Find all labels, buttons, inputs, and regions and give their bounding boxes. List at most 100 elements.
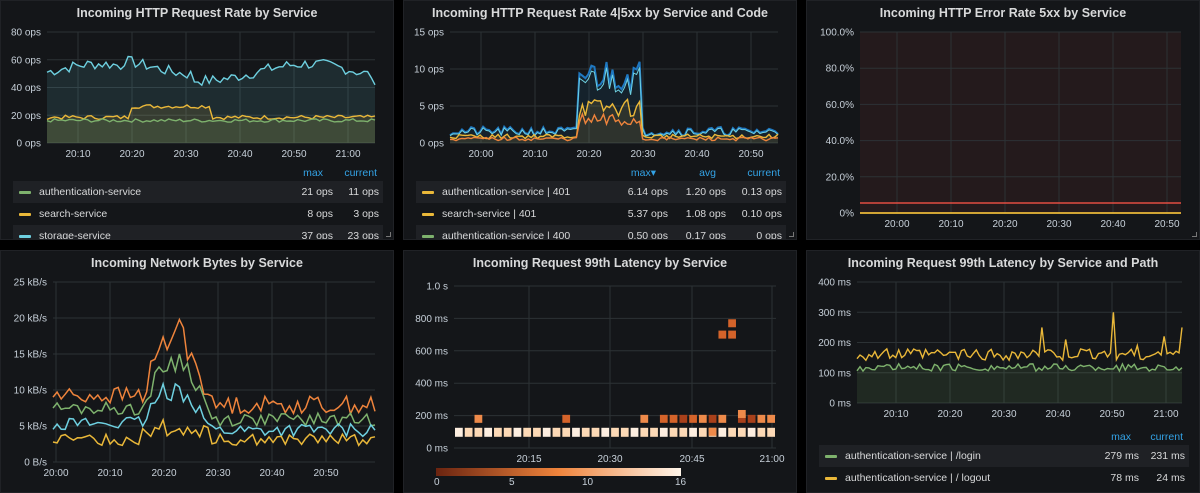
heatmap-cell [718, 414, 727, 423]
panel-latency-heatmap[interactable]: Incoming Request 99th Latency by Service… [403, 250, 797, 493]
heatmap-cell [767, 414, 775, 423]
heatmap-cell [747, 427, 756, 437]
colorbar-tick: 10 [582, 477, 594, 488]
threshold-region [860, 32, 1181, 213]
legend-max: 21 ops [301, 186, 333, 198]
tick-label: 80.0% [826, 64, 854, 75]
tick-label: 600 ms [415, 346, 448, 357]
legend-current: 231 ms [1150, 450, 1185, 462]
tick-label: 40.0% [826, 136, 854, 147]
tick-label: 20:40 [1045, 409, 1070, 420]
legend-current: 0.13 ops [741, 186, 782, 198]
heatmap-cell [767, 427, 775, 437]
tick-label: 5 ops [420, 102, 444, 113]
panel-request-rate-4xx5xx[interactable]: Incoming HTTP Request Rate 4|5xx by Serv… [403, 0, 797, 240]
legend-row[interactable]: authentication-service | 401 6.14 ops 1.… [416, 181, 786, 203]
series-search-service-401-area [450, 99, 778, 143]
latency-heatmap[interactable]: 1.0 s 800 ms 600 ms 400 ms 200 ms 0 ms 20:15 20… [404, 251, 797, 493]
tick-label: 20:30 [205, 468, 230, 479]
legend-series-name: search-service | 401 [442, 208, 537, 220]
tick-label: 20:10 [97, 468, 122, 479]
tick-label: 20:20 [119, 149, 144, 160]
legend-swatch [19, 191, 31, 194]
panel-error-rate-5xx[interactable]: Incoming HTTP Error Rate 5xx by Service … [806, 0, 1200, 240]
heatmap-cell [698, 427, 707, 437]
tick-label: 15 kB/s [14, 350, 47, 361]
tick-label: 20:30 [991, 409, 1016, 420]
tick-label: 20:50 [738, 149, 763, 160]
series-stack-blue [449, 67, 779, 137]
tick-label: 400 ms [818, 278, 851, 289]
request-rate-4xx5xx-graph[interactable]: 15 ops 10 ops 5 ops 0 ops 20:00 20:10 20:20 20:… [404, 1, 797, 161]
tick-label: 20:40 [259, 468, 284, 479]
legend-series-name: authentication-service | / logout [845, 472, 991, 484]
tick-label: 20:20 [992, 219, 1017, 230]
panel-title[interactable]: Incoming Request 99th Latency by Service… [847, 256, 1159, 270]
tick-label: 20:30 [1046, 219, 1071, 230]
series-login [856, 362, 1183, 373]
legend-col-current[interactable]: current [747, 167, 780, 179]
resize-handle[interactable] [789, 232, 794, 237]
tick-label: 100.0% [820, 28, 854, 39]
tick-label: 1.0 s [426, 282, 448, 293]
legend-max: 6.14 ops [627, 186, 668, 198]
tick-label: 20:00 [884, 219, 909, 230]
legend-col-current[interactable]: current [1150, 431, 1183, 443]
tick-label: 20:10 [938, 219, 963, 230]
heatmap-cell [708, 427, 717, 436]
colorbar-tick: 5 [509, 477, 515, 488]
heatmap-cell [630, 427, 639, 437]
request-rate-graph[interactable]: 80 ops 60 ops 40 ops 20 ops 0 ops 20:10 20:20 2… [1, 1, 394, 161]
legend-series-name: authentication-service | /login [845, 450, 981, 462]
heatmap-cell [698, 414, 707, 423]
legend-col-avg[interactable]: avg [699, 167, 716, 179]
error-rate-graph[interactable]: 100.0% 80.0% 60.0% 40.0% 20.0% 0% 20:00 20:10 20… [807, 1, 1200, 240]
panel-title[interactable]: Incoming HTTP Request Rate by Service [76, 6, 318, 20]
latency-by-path-graph[interactable]: 400 ms 300 ms 200 ms 100 ms 0 ms 20:10 20:20 20… [807, 251, 1200, 431]
tick-label: 60.0% [826, 100, 854, 111]
tick-label: 20:50 [313, 468, 338, 479]
series-search-service-401 [449, 98, 779, 140]
legend-row[interactable]: storage-service 37 ops 23 ops [13, 225, 383, 239]
legend-swatch [825, 477, 837, 480]
heatmap-cell [640, 427, 649, 437]
legend-row[interactable]: search-service 8 ops 3 ops [13, 203, 383, 225]
heatmap-cell [611, 427, 619, 437]
panel-request-rate[interactable]: Incoming HTTP Request Rate by Service 80… [0, 0, 394, 240]
heatmap-cell [679, 427, 688, 437]
heatmap-cell [640, 414, 649, 423]
legend-max: 0.50 ops [627, 230, 668, 239]
panel-network-bytes[interactable]: Incoming Network Bytes by Service 25 kB/… [0, 250, 394, 493]
panel-title[interactable]: Incoming HTTP Error Rate 5xx by Service [879, 6, 1127, 20]
panel-title[interactable]: Incoming Network Bytes by Service [91, 256, 303, 270]
graph-legend: max▾ avg current authentication-service … [416, 165, 786, 239]
tick-label: 20:50 [1099, 409, 1124, 420]
legend-row[interactable]: authentication-service | /login 279 ms 2… [819, 445, 1189, 467]
panel-title[interactable]: Incoming HTTP Request Rate 4|5xx by Serv… [431, 6, 768, 20]
tick-label: 200 ms [818, 338, 851, 349]
tick-label: 20:15 [516, 454, 541, 465]
resize-handle[interactable] [386, 232, 391, 237]
legend-max: 5.37 ops [627, 208, 668, 220]
colorbar [436, 468, 681, 476]
legend-row[interactable]: search-service | 401 5.37 ops 1.08 ops 0… [416, 203, 786, 225]
legend-row[interactable]: authentication-service 21 ops 11 ops [13, 181, 383, 203]
panel-latency-by-path[interactable]: Incoming Request 99th Latency by Service… [806, 250, 1200, 493]
legend-row[interactable]: authentication-service | 400 0.50 ops 0.… [416, 225, 786, 239]
heatmap-cell [650, 427, 658, 437]
heatmap-cell [455, 427, 463, 437]
tick-label: 300 ms [818, 308, 851, 319]
tick-label: 200 ms [415, 411, 448, 422]
legend-col-current[interactable]: current [344, 167, 377, 179]
legend-row[interactable]: authentication-service | / logout 78 ms … [819, 467, 1189, 489]
legend-col-max[interactable]: max [1111, 431, 1131, 443]
legend-col-max[interactable]: max [303, 167, 323, 179]
panel-title[interactable]: Incoming Request 99th Latency by Service [472, 256, 728, 270]
network-bytes-graph[interactable]: 25 kB/s20 kB/s15 kB/s10 kB/s5 kB/s0 B/s2… [1, 251, 394, 493]
heatmap-cell [659, 414, 668, 423]
tick-label: 20.0% [826, 172, 854, 183]
legend-col-max[interactable]: max▾ [630, 167, 656, 179]
resize-handle[interactable] [1192, 232, 1197, 237]
series-stack-top-area [450, 61, 778, 143]
legend-current: 11 ops [348, 186, 379, 198]
